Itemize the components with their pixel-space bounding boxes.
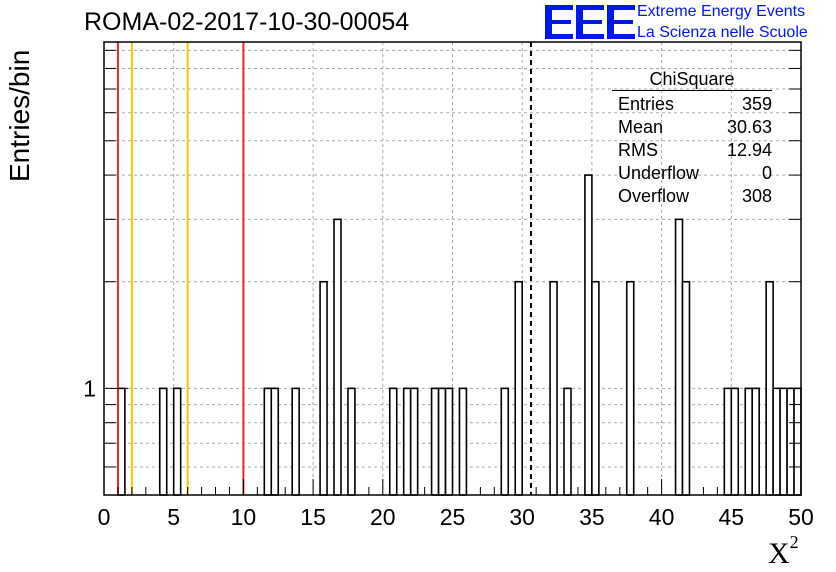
stats-title: ChiSquare [649,69,735,89]
histogram-bin [730,387,740,496]
histogram-bin [514,280,523,496]
stats-label: Underflow [618,163,700,183]
histogram-bin [681,280,691,496]
x-axis-superscript: 2 [789,532,799,552]
histogram-bin [549,280,558,496]
histogram-bin [744,387,754,496]
histogram-bin [723,387,733,496]
histogram-bin [563,387,572,496]
stats-label: Entries [618,94,675,114]
run-title: ROMA-02-2017-10-30-00054 [84,8,410,36]
histogram-bin [437,387,447,496]
x-tick-label: 5 [167,504,180,530]
x-tick-label: 35 [579,504,605,530]
histogram-bin [158,387,168,496]
histogram-bin [674,218,684,496]
histogram-bin [444,387,454,496]
histogram-bin [409,387,419,496]
logo-text-line2: La Scienza nelle Scuole [637,24,808,41]
stats-label: Overflow [618,186,690,206]
plot-frame [103,41,802,496]
x-tick-label: 15 [300,504,326,530]
histogram-bin [458,387,468,496]
histogram-bin [625,280,635,496]
y-tick-label: 1 [83,375,96,401]
stats-label: Mean [618,117,664,137]
x-tick-label: 25 [440,504,466,530]
histogram-bin [772,387,781,496]
x-tick-label: 10 [231,504,257,530]
histogram-bin [500,387,510,496]
histogram-bin [270,387,280,496]
histogram-bin [591,280,600,496]
stats-row-rms: RMS 12.94 [612,139,772,162]
y-axis-label: Entries/bin [4,49,35,182]
histogram-bin [319,280,328,496]
stats-row-overflow: Overflow 308 [612,185,772,208]
stats-box: ChiSquare Entries 359 Mean 30.63 RMS 12.94 … [612,68,772,208]
histogram-bin [751,387,760,496]
stats-row-underflow: Underflow 0 [612,162,772,185]
histogram-bin [263,387,273,496]
stats-label: RMS [618,140,658,160]
histogram-bin [172,387,182,496]
stats-row-entries: Entries 359 [612,93,772,116]
stats-divider [612,90,772,91]
x-axis-symbol: X [768,537,790,570]
histogram-bin [333,218,342,496]
eee-logo-mark [545,5,635,39]
histogram-bars [117,174,802,496]
x-tick-label: 0 [98,504,111,530]
x-tick-label: 50 [788,504,814,530]
x-tick-label: 20 [370,504,396,530]
histogram-bin [291,387,300,496]
x-tick-label: 45 [719,504,745,530]
stats-value: 359 [741,94,772,114]
histogram-bin [402,387,412,496]
reference-lines [116,42,532,495]
stats-value: 12.94 [726,140,772,160]
x-axis-label: X2 [768,532,799,571]
eee-logo [545,5,635,39]
histogram-bin [765,280,774,496]
histogram-bin [584,174,593,496]
x-tick-label: 30 [509,504,535,530]
tick-labels: 0 5 10 15 20 25 30 35 40 45 50 1 [83,375,814,530]
histogram-bin [430,387,440,496]
stats-value: 30.63 [726,117,772,137]
stats-row-mean: Mean 30.63 [612,116,772,139]
histogram-bin [117,387,126,496]
logo-text-line1: Extreme Energy Events [637,3,806,20]
axis-ticks [103,49,802,495]
histogram-bin [347,387,356,496]
stats-value: 0 [761,163,772,183]
x-tick-label: 40 [649,504,675,530]
histogram-bin [779,387,788,496]
histogram-bin [388,387,398,496]
stats-value: 308 [741,186,772,206]
